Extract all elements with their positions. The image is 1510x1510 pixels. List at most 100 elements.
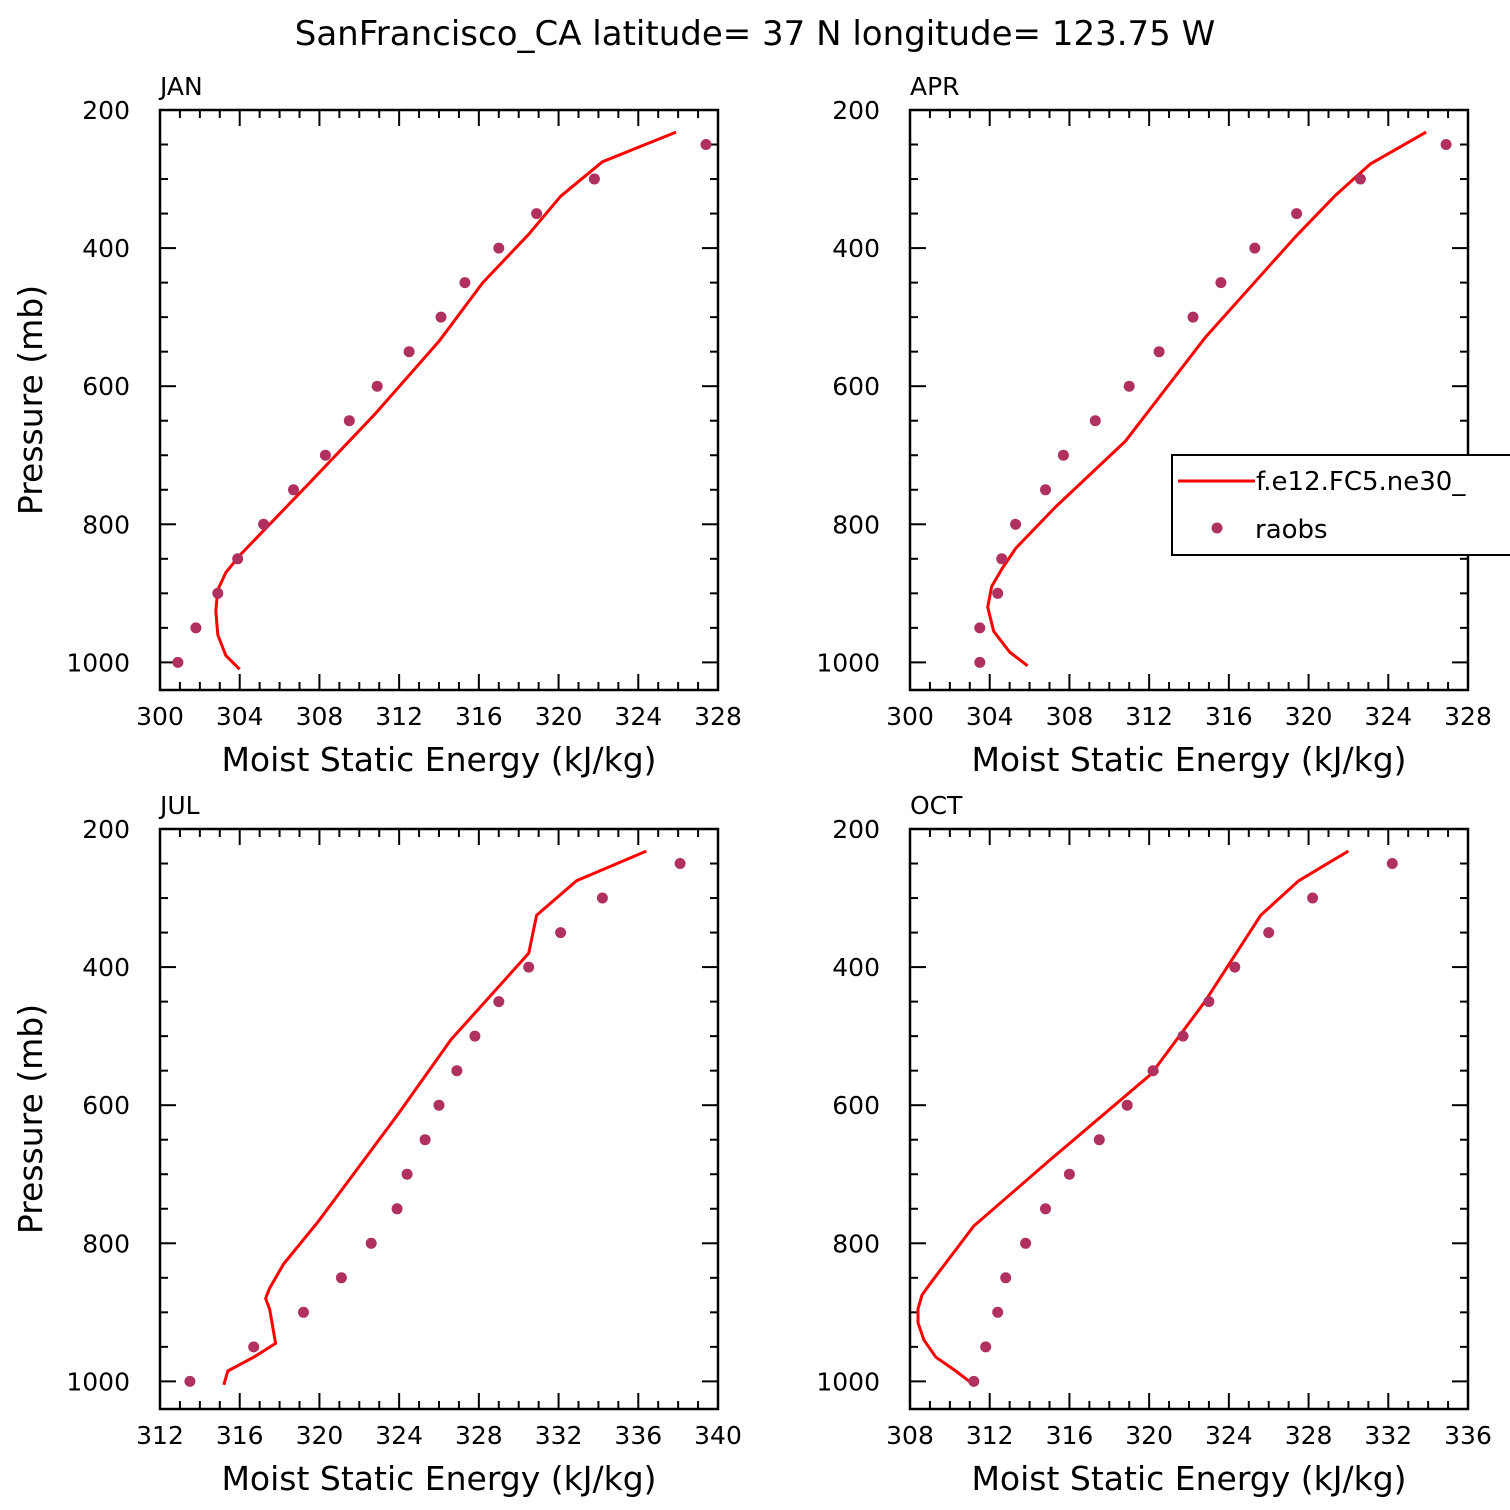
raobs-point	[1307, 892, 1319, 904]
raobs-point	[1263, 927, 1275, 939]
y-tick-label: 600	[82, 372, 130, 401]
x-tick-label: 312	[966, 1421, 1014, 1450]
x-tick-label: 328	[1285, 1421, 1333, 1450]
y-tick-label: 800	[832, 1229, 880, 1258]
plot-frame	[158, 827, 720, 1411]
raobs-point	[1354, 173, 1366, 185]
y-tick-label: 800	[82, 510, 130, 539]
y-tick-label: 600	[832, 1091, 880, 1120]
y-tick-label: 200	[832, 96, 880, 125]
figure-title: SanFrancisco_CA latitude= 37 N longitude…	[295, 14, 1216, 54]
raobs-point	[1020, 1237, 1032, 1249]
x-axis-label: Moist Static Energy (kJ/kg)	[221, 1459, 656, 1498]
x-tick-label: 324	[375, 1421, 423, 1450]
x-tick-label: 304	[966, 702, 1014, 731]
model-line	[986, 130, 1427, 667]
x-axis-label: Moist Static Energy (kJ/kg)	[971, 740, 1406, 779]
panel-title: JAN	[158, 72, 203, 101]
raobs-point	[459, 277, 471, 289]
raobs-point	[996, 553, 1008, 565]
x-tick-label: 324	[1364, 702, 1412, 731]
raobs-point	[974, 656, 986, 668]
raobs-point	[588, 173, 600, 185]
raobs-point	[1177, 1030, 1189, 1042]
y-tick-label: 200	[82, 96, 130, 125]
raobs-point	[1153, 346, 1165, 358]
raobs-point	[172, 656, 184, 668]
raobs-point	[1203, 996, 1215, 1008]
raobs-point	[403, 346, 415, 358]
raobs-point	[433, 1099, 445, 1111]
raobs-point	[974, 622, 986, 634]
x-tick-label: 324	[614, 702, 662, 731]
y-tick-label: 400	[832, 234, 880, 263]
raobs-point	[1040, 1203, 1051, 1215]
panel-jan: 300 304 308 312 316 320 324 328 200 400 600 800 1000…	[11, 72, 742, 779]
panel-apr: 300 304 308 312 316 320 324 328 200 400 600 800 1000…	[816, 72, 1491, 779]
x-tick-label: 328	[694, 702, 742, 731]
plot-frame	[908, 108, 1470, 692]
x-tick-label: 316	[455, 702, 503, 731]
y-tick-label: 600	[832, 372, 880, 401]
panel-title: OCT	[910, 791, 963, 820]
y-tick-label: 200	[832, 815, 880, 844]
x-tick-label: 312	[375, 702, 423, 731]
raobs-point	[555, 927, 567, 939]
y-tick-label: 1000	[816, 648, 880, 677]
panel-title: JUL	[158, 791, 200, 820]
x-tick-label: 316	[1205, 702, 1253, 731]
x-tick-label: 300	[136, 702, 184, 731]
raobs-point	[419, 1134, 431, 1146]
raobs-point	[493, 242, 505, 254]
raobs-point	[451, 1065, 463, 1077]
raobs-point	[1249, 242, 1261, 254]
raobs-point	[391, 1203, 403, 1215]
x-tick-label: 316	[216, 1421, 264, 1450]
raobs-point	[288, 484, 299, 496]
raobs-point	[435, 311, 447, 323]
raobs-point	[523, 961, 535, 973]
raobs-point	[371, 380, 383, 392]
legend-box	[1171, 454, 1510, 556]
x-tick-label: 320	[296, 1421, 344, 1450]
y-tick-label: 1000	[816, 1367, 880, 1396]
x-tick-label: 324	[1205, 1421, 1253, 1450]
raobs-point	[531, 208, 543, 220]
y-tick-label: 400	[832, 953, 880, 982]
raobs-point	[992, 587, 1004, 599]
panels: 300 304 308 312 316 320 324 328 200 400 600 800 1000…	[11, 72, 1492, 1498]
x-axis-label: Moist Static Energy (kJ/kg)	[221, 740, 656, 779]
x-tick-label: 320	[1285, 702, 1333, 731]
model-line	[222, 849, 647, 1386]
raobs-point	[1040, 484, 1051, 496]
legend-obs-label: raobs	[1255, 515, 1328, 545]
raobs-point	[1121, 1099, 1133, 1111]
raobs-point	[184, 1375, 196, 1387]
raobs-point	[469, 1030, 481, 1042]
raobs-point	[992, 1306, 1004, 1318]
panel-jul: 312 316 320 324 328 332 336 340 200 400 600 800 1000…	[11, 791, 742, 1498]
raobs-point	[298, 1306, 309, 1318]
y-tick-label: 800	[832, 510, 880, 539]
y-tick-label: 600	[82, 1091, 130, 1120]
model-line	[214, 130, 677, 671]
panel-oct: 308 312 316 320 324 328 332 336 200 400 600 800 1000…	[816, 791, 1491, 1498]
raobs-point	[980, 1341, 992, 1353]
raobs-point	[1000, 1272, 1012, 1284]
x-tick-label: 308	[1046, 702, 1094, 731]
raobs-point	[1123, 380, 1135, 392]
raobs-point	[700, 139, 712, 150]
raobs-point	[365, 1237, 377, 1249]
raobs-point	[1291, 208, 1303, 220]
raobs-point	[674, 858, 686, 869]
plot-frame	[908, 827, 1470, 1411]
y-tick-label: 400	[82, 953, 130, 982]
legend-model-label: f.e12.FC5.ne30_	[1256, 467, 1466, 497]
y-tick-label: 200	[82, 815, 130, 844]
x-tick-label: 320	[535, 702, 583, 731]
x-tick-label: 336	[1444, 1421, 1492, 1450]
y-tick-label: 1000	[66, 648, 130, 677]
y-axis-label: Pressure (mb)	[11, 1004, 50, 1234]
raobs-point	[335, 1272, 347, 1284]
